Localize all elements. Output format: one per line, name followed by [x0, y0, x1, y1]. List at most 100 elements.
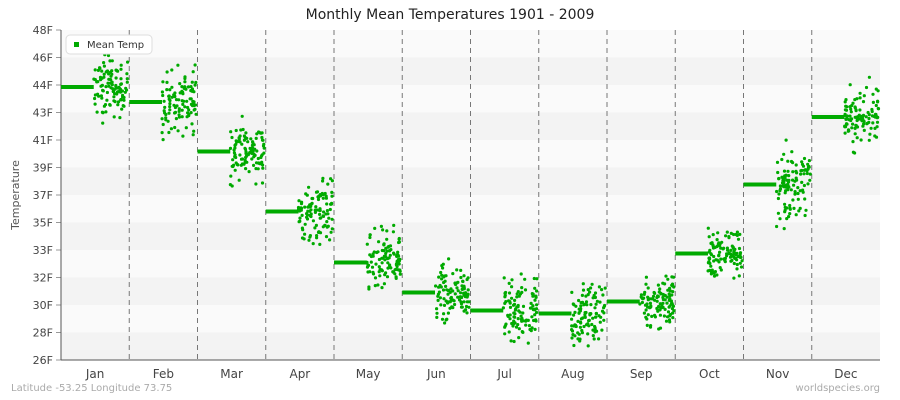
data-point	[384, 246, 388, 250]
data-point	[648, 325, 653, 329]
data-point	[858, 117, 862, 121]
data-point	[646, 298, 650, 302]
data-point	[328, 238, 332, 242]
data-point	[112, 115, 116, 119]
data-point	[516, 317, 520, 321]
data-point	[512, 322, 516, 326]
data-point	[324, 235, 329, 239]
data-point	[719, 268, 723, 272]
data-point	[252, 143, 256, 147]
y-tick-label: 35F	[33, 217, 53, 230]
data-point	[600, 328, 604, 332]
data-point	[192, 90, 196, 94]
data-point	[244, 167, 248, 171]
data-point	[661, 297, 666, 302]
data-point	[326, 224, 330, 228]
data-point	[806, 165, 811, 169]
legend: Mean Temp	[65, 34, 153, 55]
data-point	[843, 112, 847, 116]
data-point	[435, 311, 439, 315]
data-point	[467, 300, 471, 304]
data-point	[450, 298, 454, 302]
data-point	[671, 311, 675, 315]
data-point	[381, 228, 385, 232]
data-point	[671, 275, 676, 279]
data-point	[440, 273, 444, 277]
data-point	[853, 126, 857, 130]
data-point	[252, 163, 256, 167]
data-point	[119, 63, 123, 67]
data-point	[163, 105, 167, 109]
data-point	[255, 132, 259, 136]
data-point	[706, 226, 710, 230]
data-point	[656, 283, 661, 287]
data-point	[454, 282, 458, 287]
data-point	[650, 314, 654, 318]
data-point	[593, 306, 597, 310]
data-point	[640, 300, 645, 305]
data-point	[374, 262, 378, 266]
data-point	[570, 317, 574, 321]
data-point	[161, 80, 165, 84]
data-point	[184, 126, 188, 130]
data-point	[783, 202, 787, 206]
data-point	[297, 220, 301, 224]
data-point	[800, 180, 804, 184]
data-point	[860, 115, 865, 119]
data-point	[309, 202, 313, 206]
data-point	[115, 92, 119, 96]
location-label: Latitude -53.25 Longitude 73.75	[11, 383, 173, 394]
data-point	[180, 115, 184, 119]
data-point	[593, 324, 597, 329]
data-point	[168, 108, 172, 112]
data-point	[376, 283, 380, 287]
data-point	[855, 136, 859, 140]
data-point	[464, 291, 468, 295]
data-point	[237, 136, 241, 140]
data-point	[579, 307, 583, 311]
data-point	[513, 312, 517, 316]
data-point	[439, 270, 443, 275]
data-point	[507, 281, 511, 285]
data-point	[808, 172, 812, 176]
data-point	[305, 213, 309, 217]
data-point	[453, 302, 457, 307]
data-point	[444, 274, 448, 278]
data-point	[168, 102, 172, 106]
data-point	[116, 69, 120, 73]
data-point	[873, 134, 877, 138]
data-point	[513, 298, 517, 302]
data-point	[167, 111, 171, 115]
data-point	[254, 182, 258, 186]
data-point	[520, 286, 524, 290]
data-point	[735, 230, 740, 234]
data-point	[580, 300, 585, 304]
data-point	[666, 310, 671, 314]
data-point	[523, 277, 527, 281]
data-point	[848, 105, 852, 109]
data-point	[113, 100, 117, 104]
data-point	[775, 224, 779, 229]
data-point	[508, 313, 512, 317]
data-point	[439, 303, 443, 307]
data-point	[366, 270, 370, 274]
data-point	[441, 266, 445, 270]
data-point	[644, 282, 648, 286]
data-point	[510, 278, 514, 282]
data-point	[107, 84, 111, 88]
data-point	[794, 213, 798, 217]
data-point	[519, 272, 523, 276]
data-point	[711, 246, 716, 250]
data-point	[583, 315, 587, 319]
data-point	[578, 337, 582, 341]
data-point	[192, 129, 196, 133]
data-point	[234, 139, 238, 143]
data-point	[523, 288, 528, 292]
data-point	[850, 126, 854, 130]
data-point	[581, 282, 585, 286]
data-point	[534, 307, 539, 311]
data-point	[93, 93, 97, 97]
data-point	[865, 122, 869, 126]
data-point	[646, 286, 650, 290]
